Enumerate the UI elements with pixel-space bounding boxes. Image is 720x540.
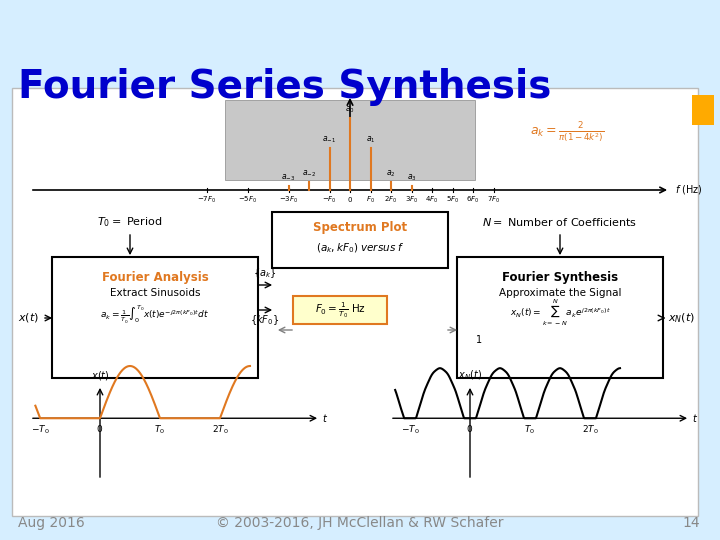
Polygon shape	[700, 95, 714, 125]
Text: $3F_0$: $3F_0$	[405, 195, 418, 205]
Text: $f$ (Hz): $f$ (Hz)	[675, 184, 703, 197]
Text: $t$: $t$	[692, 412, 698, 424]
Text: $(a_k, kF_0)$ versus $f$: $(a_k, kF_0)$ versus $f$	[315, 241, 405, 255]
FancyBboxPatch shape	[457, 257, 663, 378]
Text: $-T_0$: $-T_0$	[31, 423, 50, 436]
Text: Fourier Analysis: Fourier Analysis	[102, 272, 208, 285]
Text: $a_{-3}$: $a_{-3}$	[282, 173, 296, 184]
Text: $a_{-2}$: $a_{-2}$	[302, 168, 316, 179]
FancyBboxPatch shape	[12, 88, 698, 516]
Text: $x_N(t)$: $x_N(t)$	[458, 368, 482, 382]
Text: $4F_0$: $4F_0$	[426, 195, 438, 205]
Text: Aug 2016: Aug 2016	[18, 516, 85, 530]
Text: $\{a_k\}$: $\{a_k\}$	[253, 266, 276, 280]
Text: $a_3$: $a_3$	[407, 173, 416, 184]
Text: $x_N(t)$: $x_N(t)$	[668, 311, 695, 325]
FancyBboxPatch shape	[692, 95, 714, 125]
FancyBboxPatch shape	[225, 100, 475, 180]
Text: $T_0$: $T_0$	[155, 423, 166, 436]
Text: $F_0 = \frac{1}{T_0}$ Hz: $F_0 = \frac{1}{T_0}$ Hz	[315, 300, 366, 320]
Text: $t$: $t$	[322, 412, 328, 424]
Text: $a_k = \frac{1}{T_0}\int_0^{T_0} x(t)e^{-j2\pi(kF_0)t}dt$: $a_k = \frac{1}{T_0}\int_0^{T_0} x(t)e^{…	[100, 304, 210, 326]
Text: $F_0$: $F_0$	[366, 195, 375, 205]
Text: $-3F_0$: $-3F_0$	[279, 195, 298, 205]
Text: $a_{-1}$: $a_{-1}$	[323, 134, 336, 145]
Text: $-7F_0$: $-7F_0$	[197, 195, 216, 205]
Text: $a_k = \frac{2}{\pi(1-4k^2)}$: $a_k = \frac{2}{\pi(1-4k^2)}$	[530, 120, 604, 145]
Text: $T_0 =$ Period: $T_0 =$ Period	[97, 215, 163, 229]
Text: $6F_0$: $6F_0$	[467, 195, 480, 205]
Text: $-5F_0$: $-5F_0$	[238, 195, 257, 205]
Text: $x(t)$: $x(t)$	[91, 369, 109, 382]
Text: $a_2$: $a_2$	[386, 168, 396, 179]
Text: $a_1$: $a_1$	[366, 134, 375, 145]
Text: $0$: $0$	[347, 195, 353, 204]
FancyBboxPatch shape	[272, 212, 448, 268]
FancyBboxPatch shape	[52, 257, 258, 378]
Text: $-F_0$: $-F_0$	[322, 195, 337, 205]
Text: $2F_0$: $2F_0$	[384, 195, 397, 205]
Text: Fourier Synthesis: Fourier Synthesis	[502, 272, 618, 285]
Text: $N =$ Number of Coefficients: $N =$ Number of Coefficients	[482, 216, 637, 228]
Text: $1$: $1$	[475, 333, 482, 345]
Text: $a_0$: $a_0$	[345, 105, 355, 115]
Text: $-T_0$: $-T_0$	[400, 423, 419, 436]
Text: $\{kF_0\}$: $\{kF_0\}$	[251, 313, 279, 327]
Text: $x_N(t) = \sum_{k=-N}^{N} a_k e^{j2\pi(kF_0)t}$: $x_N(t) = \sum_{k=-N}^{N} a_k e^{j2\pi(k…	[510, 298, 611, 328]
Text: $2T_0$: $2T_0$	[212, 423, 228, 436]
FancyBboxPatch shape	[293, 296, 387, 324]
Text: $0$: $0$	[96, 423, 104, 434]
Text: $x(t)$: $x(t)$	[18, 312, 39, 325]
Text: © 2003-2016, JH McClellan & RW Schafer: © 2003-2016, JH McClellan & RW Schafer	[216, 516, 504, 530]
Text: $2T_0$: $2T_0$	[582, 423, 598, 436]
Text: Extract Sinusoids: Extract Sinusoids	[109, 288, 200, 298]
Text: $5F_0$: $5F_0$	[446, 195, 459, 205]
Text: $7F_0$: $7F_0$	[487, 195, 500, 205]
Text: $T_0$: $T_0$	[524, 423, 536, 436]
Text: Approximate the Signal: Approximate the Signal	[499, 288, 621, 298]
Text: Fourier Series Synthesis: Fourier Series Synthesis	[18, 68, 552, 106]
Text: 14: 14	[683, 516, 700, 530]
Text: $0$: $0$	[467, 423, 474, 434]
Text: Spectrum Plot: Spectrum Plot	[313, 221, 407, 234]
